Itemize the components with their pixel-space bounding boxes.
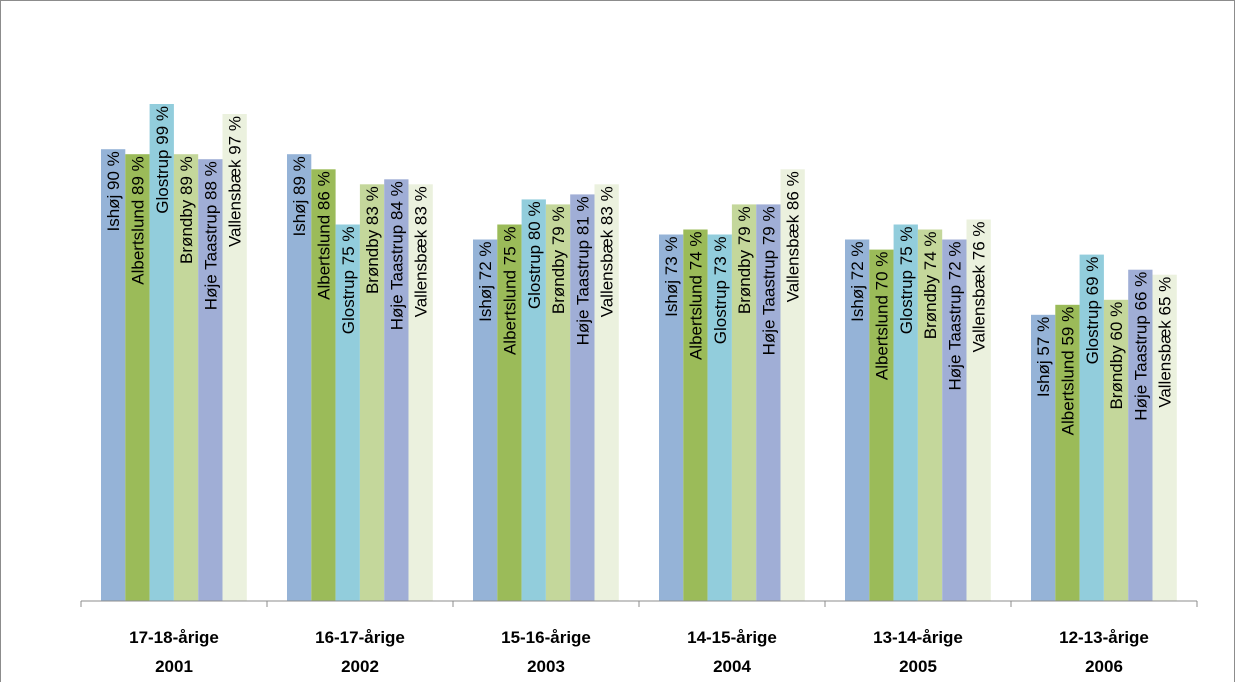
data-label-vallensbaek-2005: Vallensbæk 76 % <box>970 222 989 353</box>
data-label-glostrup-2001: Glostrup 99 % <box>153 106 172 214</box>
bar-hoje-taastrup-2006 <box>1128 269 1153 601</box>
bar-albertslund-2005 <box>869 249 894 601</box>
data-label-brondby-2004: Brøndby 79 % <box>735 206 754 314</box>
x-axis <box>80 600 1198 607</box>
data-label-vallensbaek-2002: Vallensbæk 83 % <box>412 186 431 317</box>
data-label-hoje-taastrup-2006: Høje Taastrup 66 % <box>1131 272 1150 421</box>
data-label-hoje-taastrup-2001: Høje Taastrup 88 % <box>201 161 220 310</box>
data-label-vallensbaek-2004: Vallensbæk 86 % <box>784 171 803 302</box>
data-label-hoje-taastrup-2003: Høje Taastrup 81 % <box>573 196 592 345</box>
bar-albertslund-2003 <box>497 224 522 601</box>
bar-albertslund-2006 <box>1055 304 1080 601</box>
bar-glostrup-2004 <box>707 234 732 601</box>
bar-glostrup-2003 <box>521 199 546 601</box>
bar-ishoj-2005 <box>845 239 870 601</box>
category-label-age-2006: 12-13-årige <box>1059 628 1149 647</box>
bar-albertslund-2004 <box>683 229 708 601</box>
data-label-glostrup-2002: Glostrup 75 % <box>339 227 358 335</box>
data-label-albertslund-2001: Albertslund 89 % <box>128 156 147 285</box>
data-label-albertslund-2004: Albertslund 74 % <box>686 232 705 361</box>
data-label-hoje-taastrup-2004: Høje Taastrup 79 % <box>759 206 778 355</box>
bar-hoje-taastrup-2003 <box>570 194 595 601</box>
category-label-age-2004: 14-15-årige <box>687 628 777 647</box>
category-label-year-2006: 2006 <box>1085 657 1123 676</box>
bar-brondby-2002 <box>359 184 385 602</box>
data-label-brondby-2002: Brøndby 83 % <box>363 186 382 294</box>
data-label-glostrup-2006: Glostrup 69 % <box>1083 257 1102 365</box>
data-label-ishoj-2003: Ishøj 72 % <box>476 241 495 321</box>
data-label-brondby-2001: Brøndby 89 % <box>177 156 196 264</box>
bar-vallensbaek-2006 <box>1152 274 1177 601</box>
data-label-ishoj-2002: Ishøj 89 % <box>290 156 309 236</box>
category-label-age-2001: 17-18-årige <box>129 628 219 647</box>
data-label-brondby-2006: Brøndby 60 % <box>1107 302 1126 410</box>
category-label-age-2005: 13-14-årige <box>873 628 963 647</box>
bar-vallensbaek-2004 <box>780 169 805 602</box>
data-label-brondby-2003: Brøndby 79 % <box>549 206 568 314</box>
data-label-ishoj-2006: Ishøj 57 % <box>1034 317 1053 397</box>
category-label-age-2002: 16-17-årige <box>315 628 405 647</box>
data-label-ishoj-2005: Ishøj 72 % <box>848 242 867 322</box>
data-label-glostrup-2003: Glostrup 80 % <box>525 201 544 309</box>
data-label-vallensbaek-2003: Vallensbæk 83 % <box>598 186 617 317</box>
category-label-year-2002: 2002 <box>341 657 379 676</box>
category-label-year-2005: 2005 <box>899 657 937 676</box>
data-label-ishoj-2004: Ishøj 73 % <box>662 237 681 317</box>
bar-labels-layer: Ishøj 90 % Albertslund 89 % Glostrup 99 % B… <box>104 106 1175 436</box>
bar-albertslund-2001 <box>125 154 150 601</box>
bar-ishoj-2004 <box>659 234 684 601</box>
bar-albertslund-2002 <box>311 169 336 602</box>
bar-glostrup-2002 <box>335 224 360 601</box>
bar-brondby-2005 <box>917 229 943 601</box>
bar-hoje-taastrup-2002 <box>384 179 409 602</box>
bar-vallensbaek-2002 <box>408 184 433 602</box>
data-label-hoje-taastrup-2005: Høje Taastrup 72 % <box>945 242 964 391</box>
data-label-albertslund-2002: Albertslund 86 % <box>314 171 333 300</box>
category-label-year-2003: 2003 <box>527 657 565 676</box>
bar-brondby-2006 <box>1103 299 1129 601</box>
bar-ishoj-2002 <box>287 154 312 601</box>
bar-vallensbaek-2005 <box>966 219 991 601</box>
bar-glostrup-2005 <box>893 224 918 601</box>
data-label-vallensbaek-2006: Vallensbæk 65 % <box>1156 277 1175 408</box>
bar-vallensbaek-2003 <box>594 184 619 602</box>
bar-brondby-2003 <box>545 204 571 601</box>
data-label-brondby-2005: Brøndby 74 % <box>921 232 940 340</box>
bar-brondby-2001 <box>173 154 199 601</box>
data-label-ishoj-2001: Ishøj 90 % <box>104 151 123 231</box>
bar-hoje-taastrup-2004 <box>756 204 781 601</box>
data-label-glostrup-2004: Glostrup 73 % <box>711 237 730 345</box>
bar-ishoj-2001 <box>101 149 126 601</box>
data-label-hoje-taastrup-2002: Høje Taastrup 84 % <box>387 181 406 330</box>
bar-glostrup-2001 <box>149 104 174 601</box>
bar-glostrup-2006 <box>1079 254 1104 601</box>
data-label-vallensbaek-2001: Vallensbæk 97 % <box>226 116 245 247</box>
category-label-age-2003: 15-16-årige <box>501 628 591 647</box>
bar-vallensbaek-2001 <box>222 114 247 601</box>
bar-ishoj-2006 <box>1031 314 1056 601</box>
data-label-glostrup-2005: Glostrup 75 % <box>897 227 916 335</box>
category-label-year-2004: 2004 <box>713 657 751 676</box>
bars-layer <box>101 104 1177 602</box>
bar-ishoj-2003 <box>473 239 498 601</box>
bar-hoje-taastrup-2005 <box>942 239 967 601</box>
category-label-year-2001: 2001 <box>155 657 193 676</box>
data-label-albertslund-2006: Albertslund 59 % <box>1059 307 1078 436</box>
bar-hoje-taastrup-2001 <box>198 159 223 601</box>
data-label-albertslund-2005: Albertslund 70 % <box>872 252 891 381</box>
data-label-albertslund-2003: Albertslund 75 % <box>501 227 520 356</box>
bar-brondby-2004 <box>731 204 757 601</box>
category-labels: 17-18-årige 2001 16-17-årige 2002 15-16-årig… <box>129 628 1149 676</box>
